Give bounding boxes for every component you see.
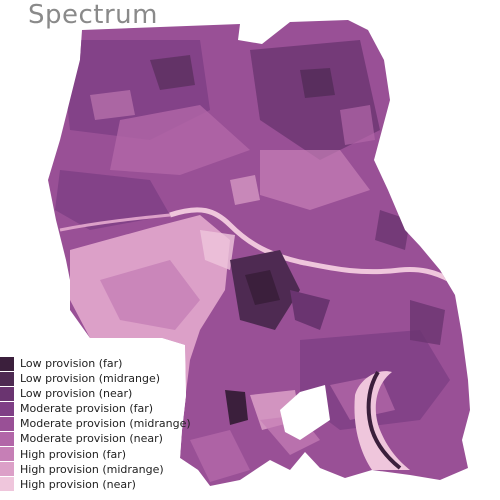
legend-item: Moderate provision (midrange)	[0, 416, 200, 431]
legend-item: High provision (midrange)	[0, 462, 200, 477]
legend-label: Low provision (far)	[20, 357, 123, 370]
map-title: Spectrum	[28, 0, 158, 30]
legend-swatch	[0, 386, 14, 401]
legend-label: High provision (midrange)	[20, 462, 164, 476]
legend-swatch	[0, 356, 14, 371]
legend-label: Low provision (midrange)	[20, 372, 161, 386]
legend-item: High provision (near)	[0, 477, 200, 492]
legend-swatch	[0, 462, 14, 477]
legend-swatch	[0, 477, 14, 492]
district-polygon	[0, 20, 470, 500]
legend-item: Moderate provision (near)	[0, 431, 200, 446]
legend-label: High provision (far)	[20, 447, 127, 461]
legend-label: Low provision (near)	[20, 387, 133, 401]
legend-item: High provision (far)	[0, 447, 200, 462]
map-legend: Low provision (far) Low provision (midra…	[0, 356, 200, 492]
legend-item: Low provision (far)	[0, 356, 200, 371]
legend-label: Moderate provision (near)	[20, 432, 163, 446]
legend-swatch	[0, 416, 14, 431]
legend-item: Low provision (near)	[0, 386, 200, 401]
legend-swatch	[0, 371, 14, 386]
legend-swatch	[0, 431, 14, 446]
legend-item: Low provision (midrange)	[0, 371, 200, 386]
legend-label: Moderate provision (far)	[20, 402, 154, 416]
legend-item: Moderate provision (far)	[0, 401, 200, 416]
legend-label: Moderate provision (midrange)	[20, 417, 191, 431]
legend-label: High provision (near)	[20, 477, 136, 491]
legend-swatch	[0, 401, 14, 416]
legend-swatch	[0, 447, 14, 462]
